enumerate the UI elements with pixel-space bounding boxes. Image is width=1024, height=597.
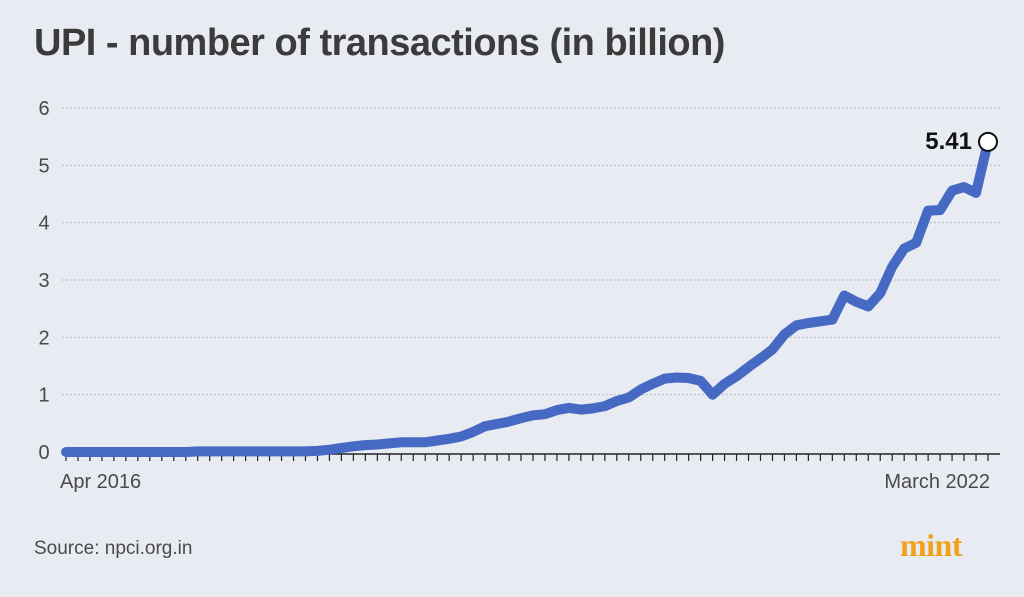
x-label-start: Apr 2016 xyxy=(60,471,141,493)
last-value-marker xyxy=(978,131,998,152)
y-tick-label: 1 xyxy=(38,385,49,407)
gridlines xyxy=(62,107,1000,396)
mint-logo: mint xyxy=(900,527,963,563)
x-label-end: March 2022 xyxy=(884,471,990,493)
y-tick-label: 5 xyxy=(38,155,49,177)
y-tick-label: 6 xyxy=(38,98,49,120)
y-tick-labels: 0 1 2 3 4 5 6 xyxy=(38,98,49,464)
y-tick-label: 0 xyxy=(38,442,49,464)
y-tick-label: 3 xyxy=(38,270,49,292)
source-note: Source: npci.org.in xyxy=(34,538,193,559)
chart-title: UPI - number of transactions (in billion… xyxy=(34,22,725,64)
series-line xyxy=(61,136,993,457)
y-tick-label: 2 xyxy=(38,327,49,349)
y-tick-label: 4 xyxy=(38,213,49,235)
data-series xyxy=(61,136,993,457)
last-value-label: 5.41 xyxy=(925,128,972,155)
